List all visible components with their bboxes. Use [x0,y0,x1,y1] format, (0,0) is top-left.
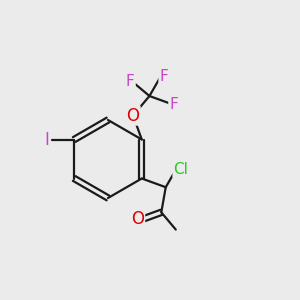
Text: I: I [44,130,49,148]
Text: F: F [126,74,135,89]
Text: O: O [131,210,144,228]
Text: F: F [169,97,178,112]
Text: F: F [160,69,168,84]
Text: Cl: Cl [173,162,188,177]
Text: O: O [127,106,140,124]
